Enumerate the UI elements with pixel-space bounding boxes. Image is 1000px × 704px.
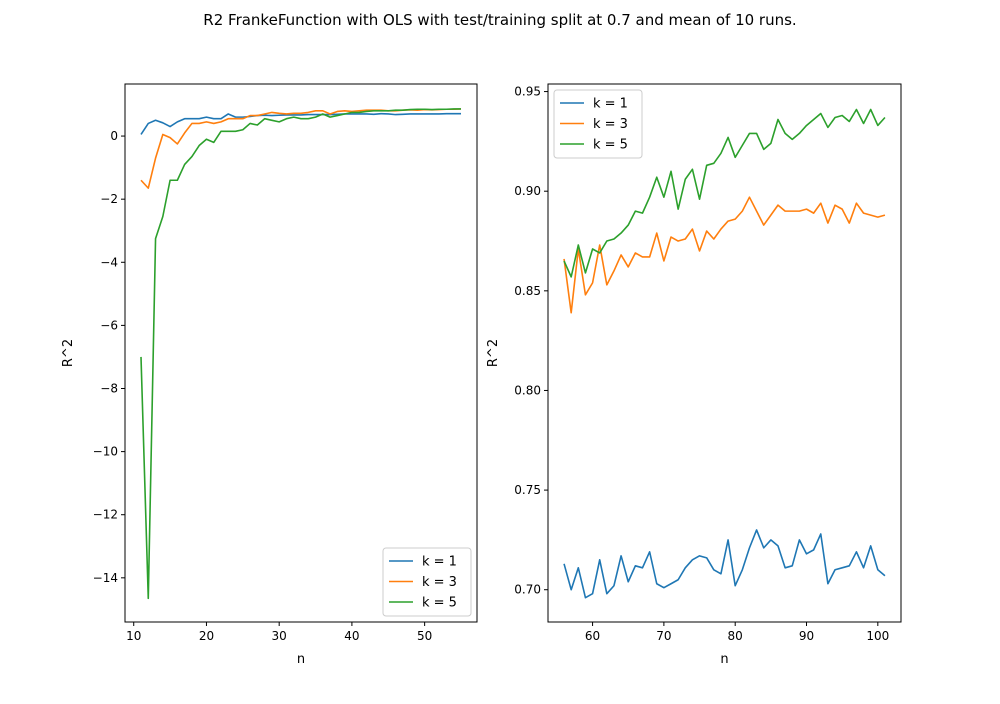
right-x-tick-label: 80 (728, 629, 743, 643)
left-y-tick-label: −2 (100, 192, 118, 206)
left-axes-frame (124, 83, 478, 623)
right-legend-label: k = 3 (593, 117, 628, 132)
right-series-line-k3 (563, 196, 886, 314)
right-legend-box (553, 89, 643, 159)
left-y-tick-label: −4 (100, 255, 118, 269)
left-x-tick-label: 50 (417, 629, 432, 643)
right-series-line-k1 (563, 529, 886, 599)
left-legend: k = 1 k = 3 k = 5 (382, 547, 472, 617)
left-legend-box (382, 547, 472, 617)
right-y-tick-label: 0.80 (514, 383, 541, 397)
left-legend-label: k = 5 (422, 596, 457, 611)
right-legend: k = 1 k = 3 k = 5 (553, 89, 643, 159)
left-series-line-k5 (140, 108, 461, 600)
figure-title: R2 FrankeFunction with OLS with test/tra… (203, 11, 796, 29)
right-x-tick-label: 90 (799, 629, 814, 643)
left-y-tick-label: −14 (93, 571, 118, 585)
left-x-axis-label: n (297, 652, 305, 667)
right-subplot: 60 70 80 90 100 0.70 0.75 0.80 0.85 0.90 0.95 n R^2 k… (486, 83, 902, 667)
left-y-tick-label: −12 (93, 508, 118, 522)
right-series-line-k5 (563, 108, 886, 278)
left-legend-label: k = 3 (422, 575, 457, 590)
right-y-tick-label: 0.75 (514, 483, 541, 497)
left-y-tick-label: −10 (93, 445, 118, 459)
right-axes-frame (547, 83, 902, 623)
right-y-tick-label: 0.70 (514, 583, 541, 597)
left-x-tick-label: 10 (126, 629, 141, 643)
right-x-tick-label: 60 (585, 629, 600, 643)
right-y-tick-label: 0.90 (514, 184, 541, 198)
right-y-tick-label: 0.85 (514, 284, 541, 298)
left-legend-label: k = 1 (422, 555, 457, 570)
right-x-axis-label: n (720, 652, 728, 667)
left-y-axis-label: R^2 (61, 339, 76, 367)
right-legend-label: k = 1 (593, 97, 628, 112)
left-y-tick-label: 0 (110, 129, 118, 143)
right-y-axis-label: R^2 (486, 339, 501, 367)
left-x-tick-label: 20 (199, 629, 214, 643)
left-y-tick-label: −6 (100, 318, 118, 332)
right-x-tick-label: 100 (866, 629, 889, 643)
left-y-tick-label: −8 (100, 381, 118, 395)
right-y-tick-label: 0.95 (514, 85, 541, 99)
left-series-line-k1 (140, 112, 461, 135)
left-x-tick-label: 30 (272, 629, 287, 643)
left-x-tick-label: 40 (344, 629, 359, 643)
right-legend-label: k = 5 (593, 138, 628, 153)
right-x-tick-label: 70 (656, 629, 671, 643)
